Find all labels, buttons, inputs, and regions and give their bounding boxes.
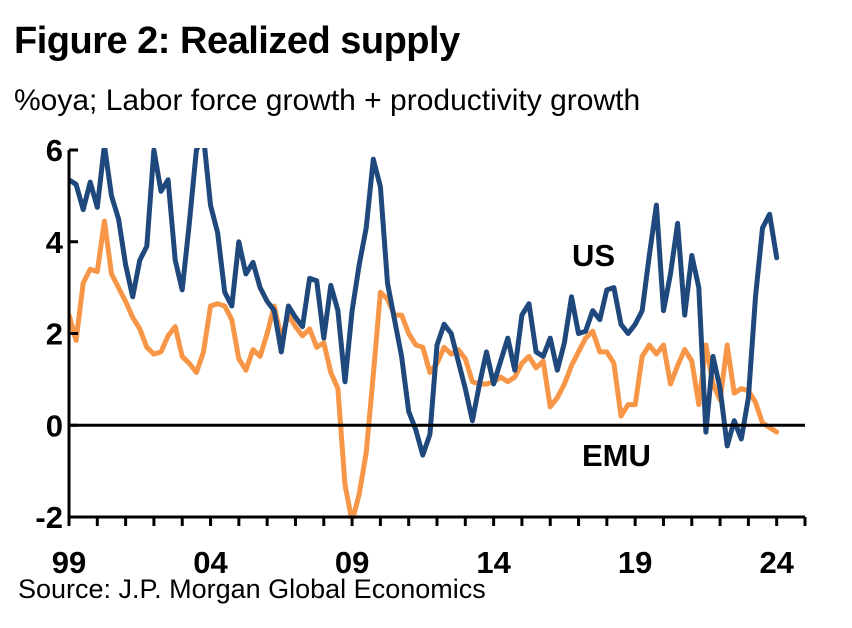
emu-series-label: EMU: [582, 438, 651, 473]
series-group: [69, 148, 780, 519]
y-tick-label: 2: [46, 317, 63, 352]
chart-title: Figure 2: Realized supply: [14, 20, 460, 62]
y-tick-label: 4: [46, 225, 64, 260]
source-note: Source: J.P. Morgan Global Economics: [18, 574, 486, 604]
us-series-line: [69, 148, 780, 458]
emu-series-line: [69, 218, 780, 519]
x-tick-label: 14: [476, 545, 511, 580]
x-tick-label: 04: [193, 545, 228, 580]
x-tick-label: 24: [759, 545, 794, 580]
y-tick-label: 6: [46, 133, 63, 168]
x-tick-label: 99: [52, 545, 86, 580]
x-tick-label: 19: [618, 545, 652, 580]
annotation-group: US EMU: [572, 238, 651, 473]
y-tick-label: -2: [35, 500, 63, 535]
y-tick-label: 0: [46, 408, 63, 443]
chart-subtitle: %oya; Labor force growth + productivity …: [14, 84, 641, 117]
x-tick-label: 09: [335, 545, 369, 580]
us-series-label: US: [572, 238, 615, 273]
